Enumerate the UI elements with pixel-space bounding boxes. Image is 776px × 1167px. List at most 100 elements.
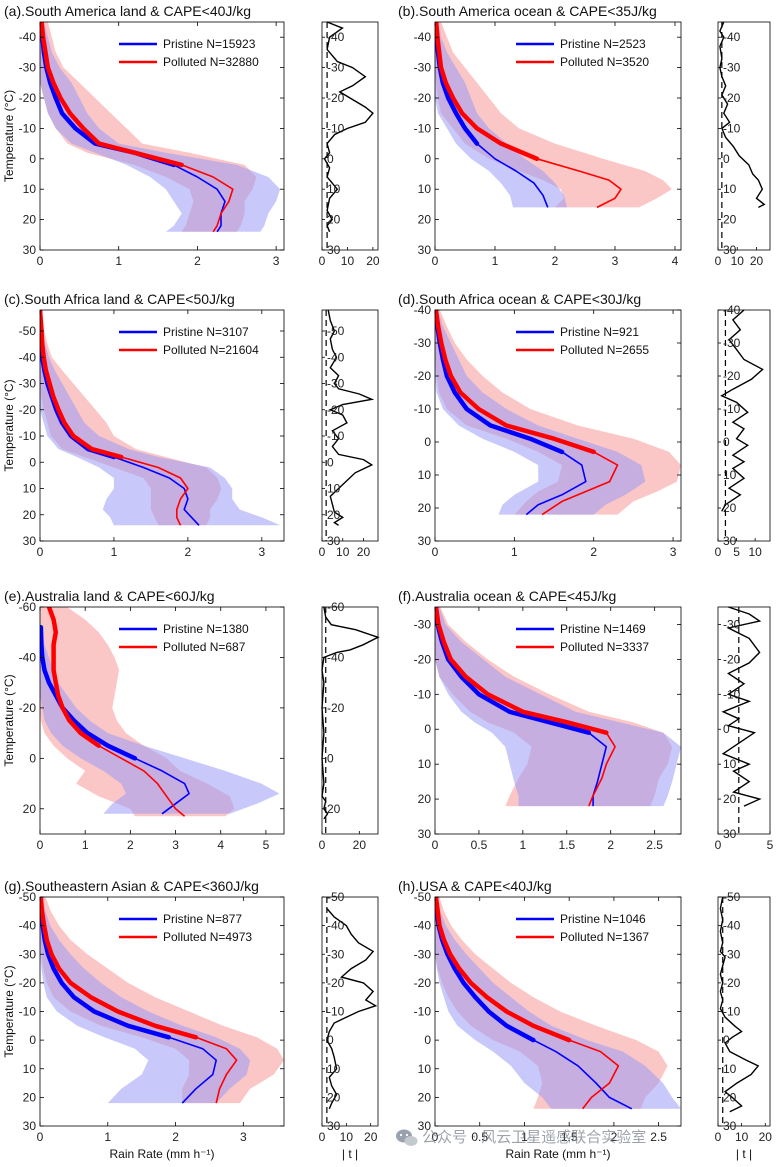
- t-y-tick-label: 30: [723, 1119, 737, 1133]
- t-stat-xlabel: | t |: [342, 1147, 358, 1161]
- t-y-tick-label: -10: [723, 687, 741, 701]
- x-tick-label: 3: [240, 1130, 247, 1144]
- polluted-mean-line-thick: [435, 310, 596, 455]
- y-tick-label: 30: [418, 534, 432, 548]
- t-y-tick-label: 10: [723, 468, 737, 482]
- polluted-mean-line-thick: [435, 22, 540, 162]
- t-y-tick-label: -30: [723, 61, 741, 75]
- polluted-range-band: [40, 607, 235, 817]
- polluted-mean-line-thick: [40, 310, 124, 460]
- plot-area: [435, 310, 681, 516]
- t-y-tick-label: -40: [327, 350, 345, 364]
- chart-panel-8: (h).USA & CAPE<40J/kg Rain Rate (mm h⁻¹) 0…: [398, 878, 772, 1161]
- polluted-mean-line-thin: [588, 732, 616, 807]
- t-y-tick-label: 30: [723, 534, 737, 548]
- polluted-mean-line-thick: [435, 607, 609, 735]
- y-tick-label: 30: [23, 243, 37, 257]
- y-tick-label: 30: [418, 243, 432, 257]
- y-tick-label: -10: [19, 121, 37, 135]
- y-tick-label: -30: [414, 336, 432, 350]
- y-tick-label: -20: [19, 403, 37, 417]
- pristine-range-band: [40, 310, 281, 526]
- t-stat-frame: [321, 309, 379, 542]
- chart-panel-4: (d).South Africa ocean & CAPE<30J/kg 0 1 2 3…: [398, 291, 771, 559]
- plot-area: [435, 897, 681, 1110]
- pristine-range-band: [435, 897, 681, 1109]
- t-x-tick-label: 0: [715, 1130, 722, 1144]
- x-tick-label: 0: [432, 1130, 439, 1144]
- chart-panel-7: (g).Southeastern Asian & CAPE<360J/kg Tem…: [2, 878, 379, 1161]
- pristine-legend-label: Pristine N=1380: [163, 622, 249, 636]
- t-x-tick-label: 10: [340, 1130, 354, 1144]
- t-y-tick-label: 10: [327, 1062, 341, 1076]
- t-y-tick-label: 20: [723, 792, 737, 806]
- t-x-tick-label: 10: [336, 545, 350, 559]
- t-y-tick-label: 30: [723, 243, 737, 257]
- pristine-range-band: [435, 607, 681, 807]
- y-tick-label: -20: [19, 701, 37, 715]
- t-x-tick-label: 0: [319, 254, 326, 268]
- x-tick-label: 3: [172, 838, 179, 852]
- polluted-range-band: [435, 22, 672, 208]
- y-tick-label: -30: [414, 617, 432, 631]
- y-tick-label: -20: [414, 91, 432, 105]
- t-x-tick-label: 5: [767, 838, 774, 852]
- t-stat-line: [321, 606, 380, 820]
- t-x-tick-label: 20: [759, 1130, 773, 1144]
- t-y-tick-label: 20: [723, 213, 737, 227]
- t-y-tick-label: 0: [723, 152, 730, 166]
- t-y-tick-label: 20: [327, 802, 341, 816]
- pristine-mean-line-thin: [525, 451, 587, 516]
- t-y-tick-label: 20: [723, 1090, 737, 1104]
- t-x-tick-label: 0: [715, 254, 722, 268]
- pristine-legend-label: Pristine N=15923: [163, 37, 256, 51]
- x-tick-label: 0: [432, 838, 439, 852]
- panel-title: (e).Australia land & CAPE<60J/kg: [4, 588, 215, 604]
- t-y-tick-label: 0: [327, 152, 334, 166]
- y-tick-label: -30: [414, 61, 432, 75]
- plot-area: [40, 310, 281, 526]
- y-tick-label: 20: [418, 1090, 432, 1104]
- y-tick-label: 0: [424, 1033, 431, 1047]
- y-tick-label: -50: [414, 890, 432, 904]
- polluted-mean-line-thin: [536, 158, 622, 209]
- y-tick-label: -10: [414, 1005, 432, 1019]
- pristine-mean-line-thin: [533, 1039, 633, 1110]
- t-x-tick-label: 10: [731, 254, 745, 268]
- t-stat-xlabel: | t |: [736, 1147, 752, 1161]
- plot-frame: [39, 309, 285, 542]
- t-x-tick-label: 20: [353, 838, 367, 852]
- t-y-tick-label: 20: [327, 1090, 341, 1104]
- t-stat-line: [719, 896, 760, 1113]
- t-y-tick-label: 10: [723, 182, 737, 196]
- pristine-mean-line-thin: [476, 142, 549, 208]
- y-tick-label: 0: [29, 455, 36, 469]
- plot-frame: [39, 606, 285, 835]
- t-y-tick-label: -10: [723, 121, 741, 135]
- t-y-tick-label: 0: [723, 435, 730, 449]
- t-x-tick-label: 10: [735, 1130, 749, 1144]
- x-tick-label: 3: [258, 545, 265, 559]
- t-stat-panel: 0 10 20 -50 -40 -30 -20 -10 0 10 20 30 | t |: [715, 890, 773, 1161]
- t-y-tick-label: -50: [327, 324, 345, 338]
- chart-panel-1: (a).South America land & CAPE<40J/kg Temp…: [2, 3, 380, 268]
- polluted-legend-label: Polluted N=3337: [560, 640, 649, 654]
- polluted-mean-line-thick: [40, 897, 199, 1040]
- polluted-legend-label: Polluted N=21604: [163, 343, 259, 357]
- t-x-tick-label: 5: [733, 545, 740, 559]
- y-tick-label: 10: [23, 182, 37, 196]
- t-y-tick-label: -40: [723, 30, 741, 44]
- x-tick-label: 5: [263, 838, 270, 852]
- x-tick-label: 0: [37, 545, 44, 559]
- t-y-tick-label: -30: [723, 617, 741, 631]
- x-tick-label: 2: [172, 1130, 179, 1144]
- y-tick-label: 0: [29, 152, 36, 166]
- t-stat-panel: 0 10 20 -40 -30 -20 -10 0 10 20 30: [715, 21, 771, 268]
- plot-area: [40, 607, 280, 817]
- y-axis-label: Temperature (°C): [2, 965, 16, 1057]
- t-x-tick-label: 20: [357, 545, 371, 559]
- t-y-tick-label: -10: [723, 1005, 741, 1019]
- x-tick-label: 2: [194, 254, 201, 268]
- y-tick-label: -20: [414, 369, 432, 383]
